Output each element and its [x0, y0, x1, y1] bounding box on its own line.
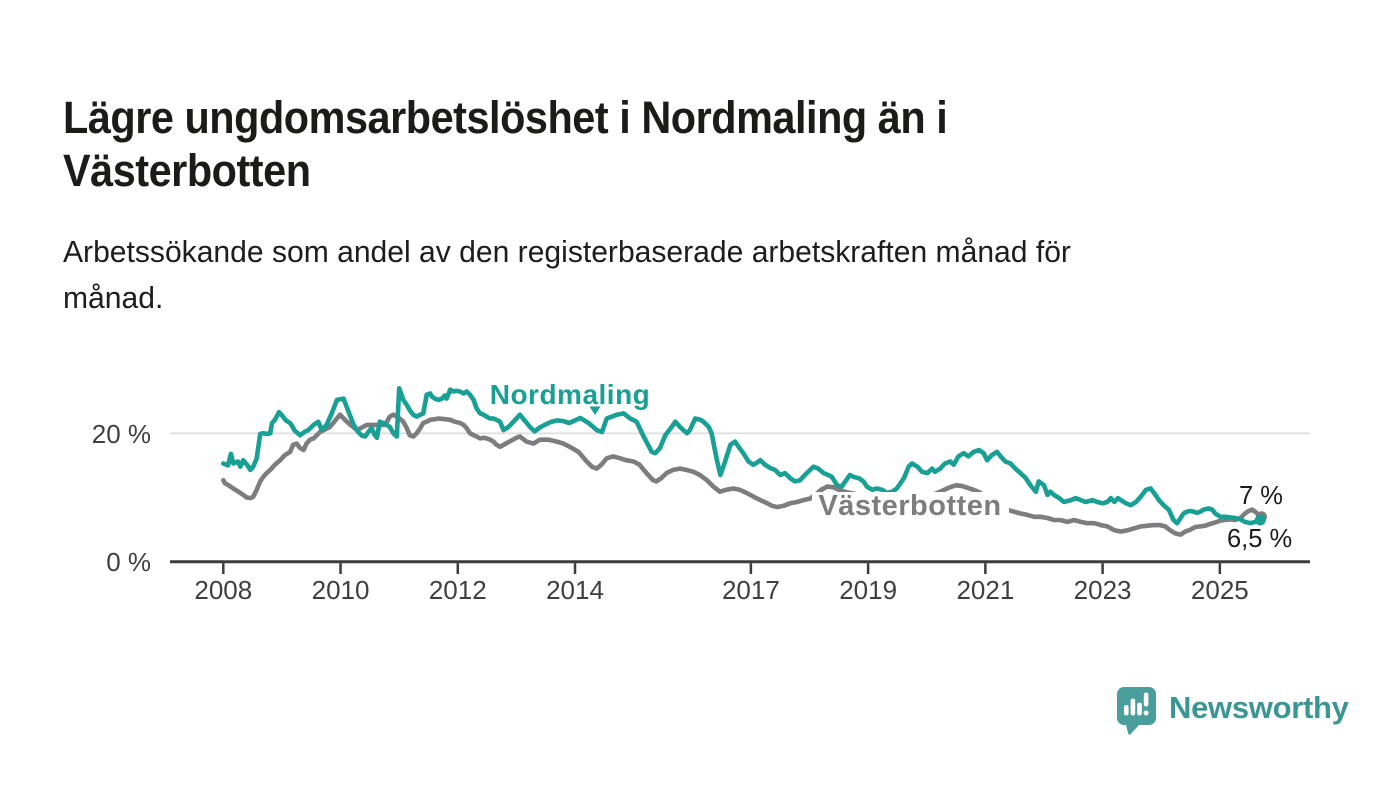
nordmaling-end-value-label: 6,5 %	[1227, 525, 1292, 553]
subtitle-line-1: Arbetssökande som andel av den registerb…	[63, 234, 1071, 269]
x-axis-tick-label: 2014	[546, 575, 604, 605]
västerbotten-series-label: Västerbotten	[818, 490, 1001, 522]
x-axis-tick-label: 2017	[722, 575, 780, 605]
page-title: Lägre ungdomsarbetslöshet i Nordmaling ä…	[63, 92, 948, 197]
title-line-1: Lägre ungdomsarbetslöshet i Nordmaling ä…	[63, 92, 948, 144]
nordmaling-end-dot	[1254, 514, 1266, 526]
newsworthy-logo-icon	[1117, 687, 1156, 735]
x-axis-tick-label: 2023	[1074, 575, 1132, 605]
x-axis-tick-label: 2019	[839, 575, 897, 605]
y-axis-tick-label: 0 %	[106, 547, 151, 577]
x-axis-tick-label: 2008	[194, 575, 252, 605]
brand-footer: Newsworthy	[1116, 686, 1349, 736]
brand-name: Newsworthy	[1169, 690, 1349, 725]
subtitle-line-2: månad.	[63, 279, 164, 315]
nordmaling-line	[221, 386, 1263, 526]
y-axis-tick-label: 20 %	[92, 419, 151, 449]
title-line-2: Västerbotten	[63, 144, 311, 196]
västerbotten-label-backdrop	[812, 492, 1009, 519]
x-axis-tick-label: 2012	[429, 575, 487, 605]
nordmaling-series-label: Nordmaling	[490, 379, 651, 410]
västerbotten-end-value-label: 7 %	[1239, 482, 1283, 510]
x-axis-tick-label: 2025	[1191, 575, 1249, 605]
chart-subtitle: Arbetssökande som andel av den registerb…	[63, 229, 1071, 321]
nordmaling-label-pointer-icon	[589, 406, 601, 415]
x-axis-tick-label: 2010	[312, 575, 370, 605]
x-axis-tick-label: 2021	[956, 575, 1014, 605]
